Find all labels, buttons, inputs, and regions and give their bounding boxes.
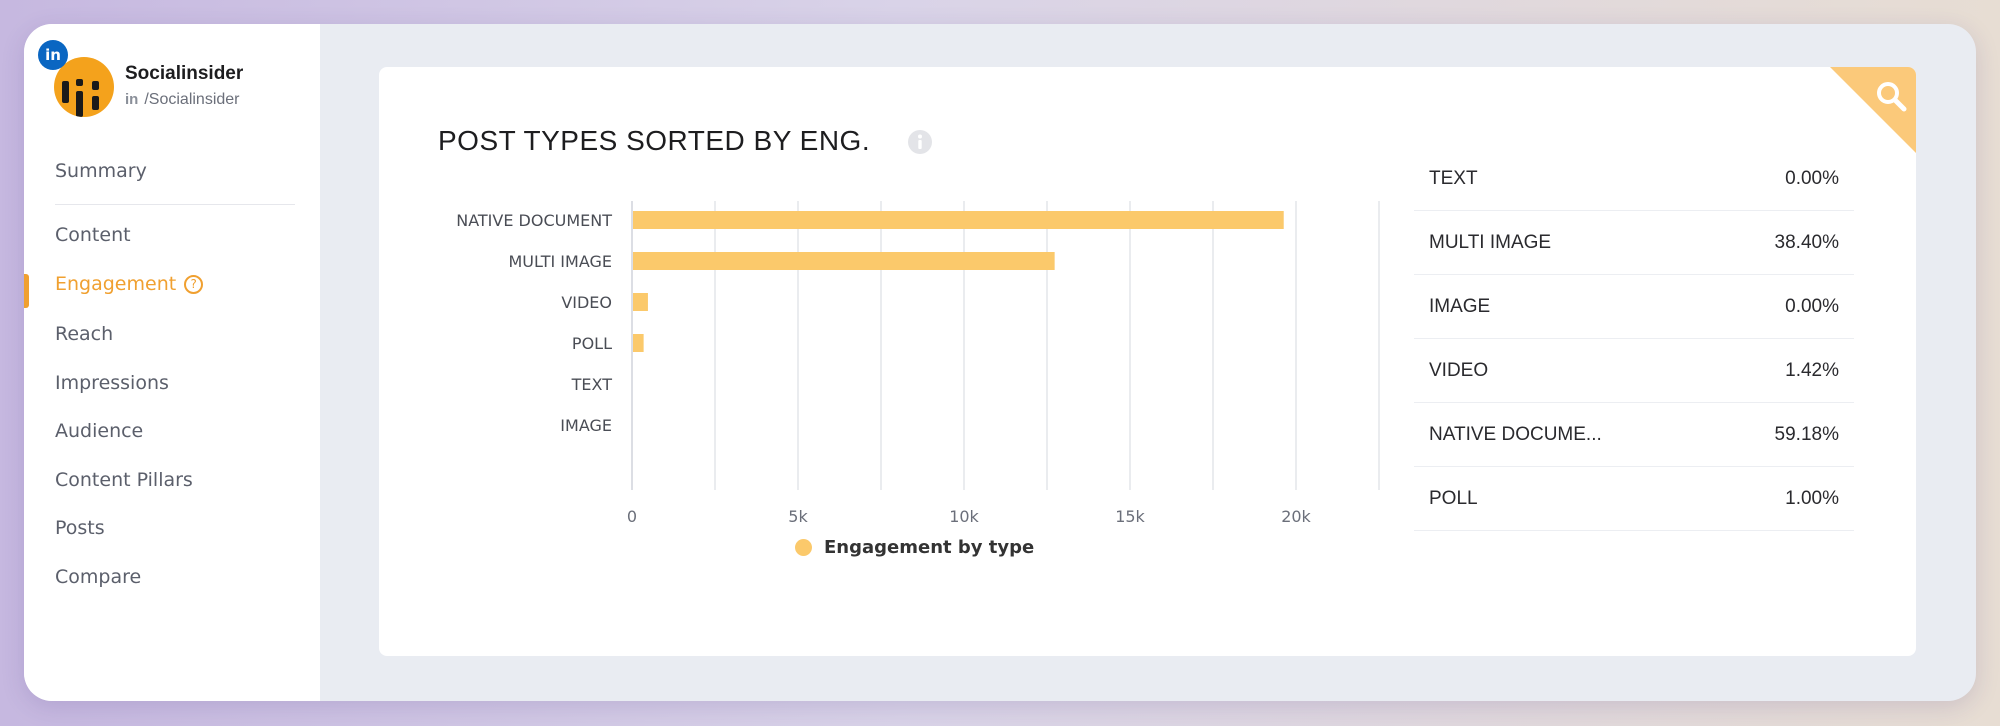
category-label: TEXT — [571, 375, 613, 394]
table-row: IMAGE 0.00% — [1414, 275, 1854, 339]
help-icon[interactable]: ? — [184, 275, 204, 294]
x-tick-label: 10k — [949, 507, 979, 526]
sidebar-item-label: Engagement — [55, 273, 177, 295]
bar-video — [633, 293, 648, 311]
avatar — [54, 57, 114, 117]
table-row: VIDEO 1.42% — [1414, 339, 1854, 403]
sidebar-item-audience[interactable]: Audience — [55, 420, 144, 442]
category-label: MULTI IMAGE — [509, 252, 613, 271]
row-value: 59.18% — [1774, 423, 1839, 445]
bar-poll — [633, 334, 644, 352]
sidebar-item-content[interactable]: Content — [55, 224, 131, 246]
sidebar-item-content-pillars[interactable]: Content Pillars — [55, 469, 193, 491]
table-row: MULTI IMAGE 38.40% — [1414, 211, 1854, 275]
search-icon[interactable] — [1874, 79, 1908, 113]
category-label: NATIVE DOCUMENT — [456, 211, 612, 230]
chart-legend[interactable]: Engagement by type — [795, 537, 1034, 558]
post-types-card: POST TYPES SORTED BY ENG. NATIVE DOCUMEN… — [379, 67, 1916, 656]
sidebar: in Socialinsider in/Socialinsider Summar… — [24, 24, 320, 701]
table-row: TEXT 0.00% — [1414, 147, 1854, 211]
row-label: MULTI IMAGE — [1429, 231, 1552, 253]
row-value: 1.00% — [1785, 487, 1839, 509]
row-label: IMAGE — [1429, 295, 1491, 317]
bar-native-document — [633, 211, 1284, 229]
profile-header[interactable]: in Socialinsider in/Socialinsider — [38, 40, 314, 144]
x-tick-label: 5k — [788, 507, 808, 526]
brand-name: Socialinsider — [125, 63, 244, 84]
row-label: NATIVE DOCUME... — [1429, 423, 1602, 445]
brand-handle: in/Socialinsider — [125, 91, 240, 109]
legend-marker — [795, 539, 812, 556]
brand-handle-text: /Socialinsider — [144, 91, 240, 108]
table-row: NATIVE DOCUME... 59.18% — [1414, 403, 1854, 467]
row-value: 1.42% — [1785, 359, 1839, 381]
row-value: 0.00% — [1785, 167, 1839, 189]
sidebar-item-reach[interactable]: Reach — [55, 323, 114, 345]
legend-label: Engagement by type — [824, 537, 1035, 558]
category-label: VIDEO — [561, 293, 612, 312]
row-label: POLL — [1429, 487, 1478, 509]
x-tick-label: 15k — [1115, 507, 1145, 526]
row-label: TEXT — [1429, 167, 1478, 189]
engagement-bar-chart: NATIVE DOCUMENT MULTI IMAGE VIDEO POLL TEXT I… — [456, 201, 1380, 526]
active-indicator — [24, 274, 29, 308]
linkedin-icon: in — [38, 40, 68, 70]
x-tick-label: 0 — [627, 507, 637, 526]
table-row: POLL 1.00% — [1414, 467, 1854, 531]
row-label: VIDEO — [1429, 359, 1489, 381]
sidebar-item-posts[interactable]: Posts — [55, 517, 105, 539]
linkedin-small-icon: in — [125, 91, 139, 108]
category-label: POLL — [572, 334, 612, 353]
sidebar-item-impressions[interactable]: Impressions — [55, 372, 169, 394]
row-value: 38.40% — [1774, 231, 1839, 253]
app-window: in Socialinsider in/Socialinsider Summar… — [24, 24, 1976, 701]
sidebar-item-summary[interactable]: Summary — [55, 160, 147, 182]
nav-divider — [55, 204, 295, 205]
row-value: 0.00% — [1785, 295, 1839, 317]
info-icon[interactable] — [907, 129, 933, 155]
sidebar-item-engagement[interactable]: Engagement? — [55, 273, 204, 295]
x-tick-label: 20k — [1281, 507, 1311, 526]
post-type-table: TEXT 0.00% MULTI IMAGE 38.40% IMAGE 0.00… — [1414, 147, 1854, 531]
category-label: IMAGE — [560, 416, 612, 435]
sidebar-item-compare[interactable]: Compare — [55, 566, 142, 588]
bar-multi-image — [633, 252, 1055, 270]
card-title: POST TYPES SORTED BY ENG. — [438, 125, 871, 156]
